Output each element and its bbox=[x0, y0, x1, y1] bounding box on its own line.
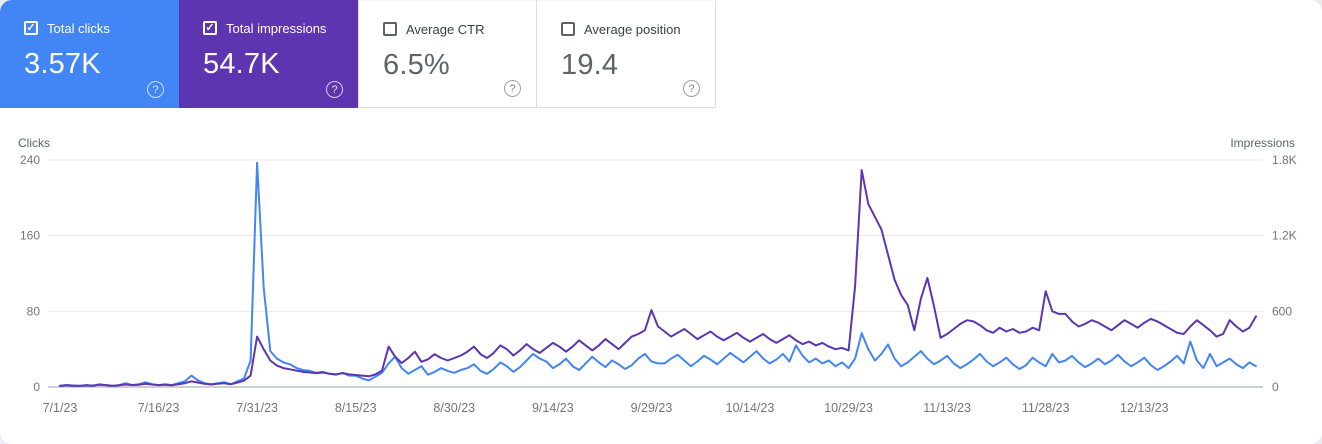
card-average-ctr[interactable]: Average CTR 6.5% ? bbox=[358, 0, 537, 108]
x-axis-tick: 10/29/23 bbox=[824, 401, 873, 415]
right-axis-tick: 600 bbox=[1272, 304, 1292, 318]
card-label: Total impressions bbox=[226, 20, 327, 36]
x-axis-tick: 9/29/23 bbox=[631, 401, 673, 415]
card-header: Average CTR bbox=[383, 21, 536, 37]
help-icon[interactable]: ? bbox=[326, 81, 343, 98]
x-axis-tick: 7/16/23 bbox=[138, 401, 180, 415]
card-label: Total clicks bbox=[47, 20, 110, 36]
card-label: Average position bbox=[584, 21, 681, 37]
right-axis-title: Impressions bbox=[1230, 136, 1295, 150]
help-icon[interactable]: ? bbox=[504, 80, 521, 97]
card-average-position[interactable]: Average position 19.4 ? bbox=[537, 0, 716, 108]
checkbox-average-position[interactable] bbox=[561, 22, 575, 36]
x-axis-tick: 10/14/23 bbox=[726, 401, 775, 415]
help-icon[interactable]: ? bbox=[147, 81, 164, 98]
left-axis-tick: 240 bbox=[20, 153, 40, 167]
x-axis-tick: 11/28/23 bbox=[1022, 401, 1070, 415]
series-line-total-clicks[interactable] bbox=[59, 161, 1257, 388]
x-axis-tick: 11/13/23 bbox=[923, 401, 971, 415]
right-axis-tick: 0 bbox=[1272, 380, 1279, 394]
x-axis-tick: 8/30/23 bbox=[433, 401, 475, 415]
checkbox-average-ctr[interactable] bbox=[383, 22, 397, 36]
x-axis-tick: 9/14/23 bbox=[532, 401, 574, 415]
card-label: Average CTR bbox=[406, 21, 485, 37]
x-axis-tick: 12/13/23 bbox=[1120, 401, 1169, 415]
x-axis-tick: 7/1/23 bbox=[43, 401, 78, 415]
left-axis-tick: 160 bbox=[20, 229, 40, 243]
card-value: 6.5% bbox=[383, 49, 450, 81]
card-header: Average position bbox=[561, 21, 715, 37]
x-axis-tick: 8/15/23 bbox=[335, 401, 377, 415]
left-axis-tick: 80 bbox=[27, 304, 41, 318]
card-header: ✓ Total clicks bbox=[24, 20, 179, 36]
left-axis-title: Clicks bbox=[18, 136, 50, 150]
card-total-impressions[interactable]: ✓ Total impressions 54.7K ? bbox=[179, 0, 358, 108]
card-value: 19.4 bbox=[561, 49, 619, 81]
card-value: 3.57K bbox=[24, 48, 101, 80]
card-total-clicks[interactable]: ✓ Total clicks 3.57K ? bbox=[0, 0, 179, 108]
left-axis-tick: 0 bbox=[33, 380, 40, 394]
x-axis-tick: 7/31/23 bbox=[236, 401, 278, 415]
checkmark-icon: ✓ bbox=[26, 21, 36, 34]
checkmark-icon: ✓ bbox=[205, 21, 215, 34]
right-axis-tick: 1.8K bbox=[1272, 153, 1297, 167]
card-value: 54.7K bbox=[203, 48, 280, 80]
checkbox-total-clicks[interactable]: ✓ bbox=[24, 21, 38, 35]
right-axis-tick: 1.2K bbox=[1272, 229, 1297, 243]
series-line-total-impressions[interactable] bbox=[59, 169, 1257, 387]
metric-cards: ✓ Total clicks 3.57K ? ✓ Total impressio… bbox=[0, 0, 716, 108]
help-icon[interactable]: ? bbox=[683, 80, 700, 97]
checkbox-total-impressions[interactable]: ✓ bbox=[203, 21, 217, 35]
card-header: ✓ Total impressions bbox=[203, 20, 358, 36]
